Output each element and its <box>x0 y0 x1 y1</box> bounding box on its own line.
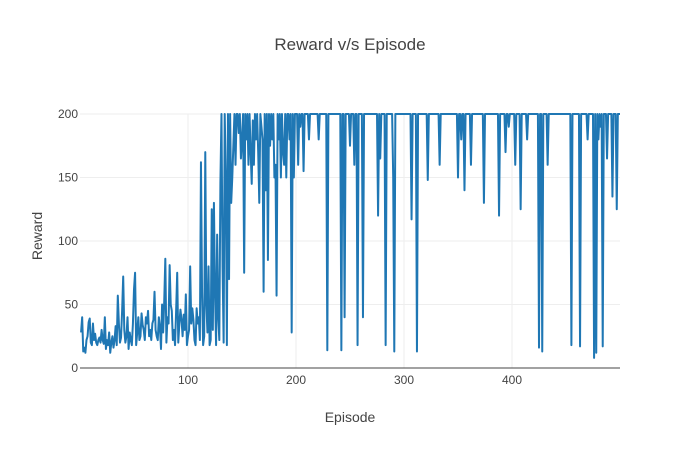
x-tick-label: 400 <box>502 373 522 387</box>
y-axis-label: Reward <box>29 212 45 260</box>
x-axis-label: Episode <box>325 409 376 425</box>
y-tick-label: 150 <box>58 171 78 185</box>
series-layer <box>80 113 620 359</box>
grid <box>80 113 620 368</box>
axes: 0 50 100 150 200 100 200 300 400 <box>58 107 620 387</box>
y-tick-label: 200 <box>58 107 78 121</box>
series-line-reward <box>80 113 620 359</box>
y-tick-label: 50 <box>65 298 79 312</box>
x-tick-label: 200 <box>286 373 306 387</box>
y-tick-label: 100 <box>58 234 78 248</box>
x-tick-label: 100 <box>178 373 198 387</box>
x-tick-label: 300 <box>394 373 414 387</box>
chart-title: Reward v/s Episode <box>274 35 425 54</box>
y-tick-label: 0 <box>71 361 78 375</box>
